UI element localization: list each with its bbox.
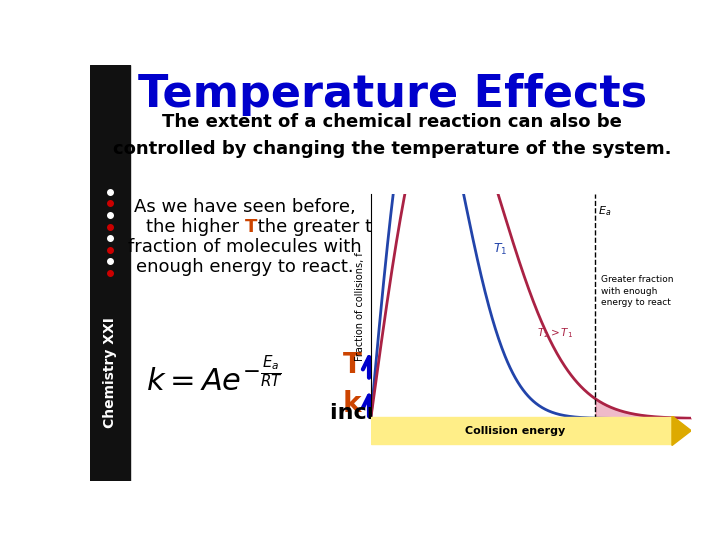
Y-axis label: Fraction of collisions, f: Fraction of collisions, f — [355, 252, 365, 361]
Text: T: T — [245, 218, 257, 237]
Text: $E_a$: $E_a$ — [598, 204, 611, 218]
Text: As we have seen before,: As we have seen before, — [134, 198, 356, 216]
Text: Collision energy: Collision energy — [465, 426, 565, 436]
Text: enough energy to react.: enough energy to react. — [136, 258, 354, 276]
Text: the higher: the higher — [146, 218, 245, 237]
Bar — [90, 65, 130, 481]
Text: The extent of a chemical reaction can also be
controlled by changing the tempera: The extent of a chemical reaction can al… — [113, 113, 672, 158]
Text: Reaction rate: Reaction rate — [436, 381, 605, 401]
Text: the greater the: the greater the — [252, 218, 395, 237]
FancyBboxPatch shape — [422, 372, 618, 432]
Text: fraction of molecules with: fraction of molecules with — [128, 238, 362, 256]
Text: k: k — [343, 389, 361, 417]
Text: T.: T. — [520, 403, 541, 423]
Polygon shape — [672, 416, 691, 446]
Text: T: T — [343, 351, 361, 379]
Text: $T_1$: $T_1$ — [492, 242, 507, 257]
Text: $k = Ae^{-\frac{E_a}{RT}}$: $k = Ae^{-\frac{E_a}{RT}}$ — [145, 356, 282, 397]
Text: increases with: increases with — [330, 403, 520, 423]
Text: Temperature Effects: Temperature Effects — [138, 72, 647, 116]
Text: Greater fraction
with enough
energy to react: Greater fraction with enough energy to r… — [601, 275, 674, 307]
Text: $T_2 > T_1$: $T_2 > T_1$ — [537, 327, 574, 340]
Text: Chemistry XXI: Chemistry XXI — [103, 318, 117, 428]
